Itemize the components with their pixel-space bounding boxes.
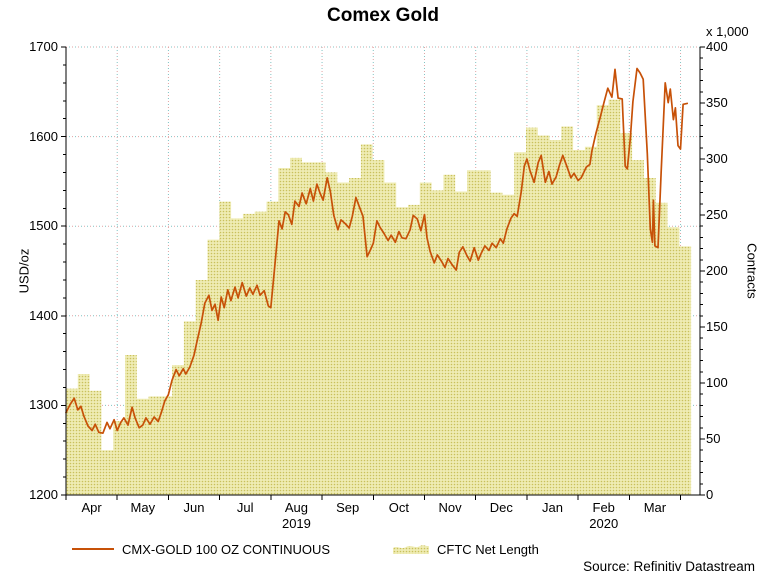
right-axis-tick-label: 0: [706, 487, 714, 502]
x-axis-month-label: May: [130, 500, 156, 515]
right-axis-tick-label: 300: [706, 151, 728, 166]
right-axis-tick-label: 200: [706, 263, 728, 278]
right-axis-unit-label: x 1,000: [706, 24, 749, 39]
x-axis-year-label: 2020: [589, 516, 619, 531]
x-axis-year-label: 2019: [281, 516, 311, 531]
legend-gold-label: CMX-GOLD 100 OZ CONTINUOUS: [122, 541, 331, 557]
x-axis-month-label: Dec: [489, 500, 513, 515]
right-axis-tick-label: 50: [706, 431, 721, 446]
gold-line-swatch-icon: [72, 548, 114, 550]
legend-cftc-label: CFTC Net Length: [437, 541, 539, 557]
x-axis-month-label: Jul: [236, 500, 254, 515]
x-axis-month-label: Oct: [388, 500, 409, 515]
right-axis-tick-label: 150: [706, 319, 728, 334]
legend-item-cftc-area: CFTC Net Length: [393, 540, 539, 558]
legend: CMX-GOLD 100 OZ CONTINUOUS CFTC Net Leng…: [0, 540, 768, 558]
right-axis-tick-label: 250: [706, 207, 728, 222]
x-axis-month-label: Nov: [438, 500, 462, 515]
left-axis-tick-label: 1200: [29, 487, 58, 502]
left-axis-tick-label: 1300: [29, 397, 58, 413]
x-axis-month-label: Sep: [336, 500, 360, 515]
cftc-area-swatch-icon: [393, 541, 429, 557]
x-axis-month-label: Jan: [542, 500, 563, 515]
gold-price-line: [65, 67, 689, 435]
left-axis-tick-label: 1400: [29, 307, 58, 323]
right-axis-tick-label: 100: [706, 375, 728, 390]
x-axis-month-label: Mar: [643, 500, 667, 515]
left-axis-tick-label: 1600: [29, 128, 58, 144]
x-axis-month-label: Aug: [284, 500, 308, 515]
left-axis-tick-label: 1700: [29, 39, 58, 54]
right-axis-tick-label: 350: [706, 95, 728, 110]
legend-item-gold-line: CMX-GOLD 100 OZ CONTINUOUS: [72, 540, 330, 558]
cftc-net-length-area: [66, 99, 692, 495]
source-note: Source: Refinitiv Datastream: [583, 559, 755, 574]
x-axis-month-label: Feb: [592, 500, 615, 515]
x-axis-month-label: Apr: [81, 500, 102, 515]
chart-title: Comex Gold: [327, 5, 439, 26]
left-axis-tick-label: 1500: [29, 218, 58, 234]
x-axis-month-label: Jun: [183, 500, 205, 515]
right-axis-tick-label: 400: [706, 39, 728, 54]
